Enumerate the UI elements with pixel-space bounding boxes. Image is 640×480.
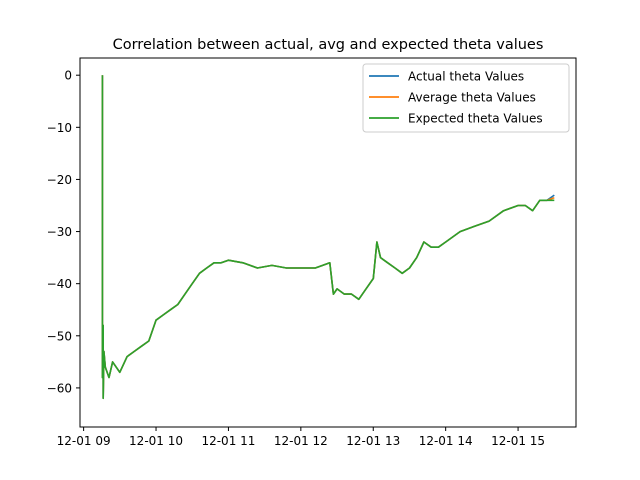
legend-items: Actual theta Values Average theta Values E… [369,70,543,126]
x-tick-label: 12-01 13 [346,434,400,448]
x-tick-label: 12-01 15 [491,434,545,448]
y-tick-label: −50 [47,329,72,343]
legend: Actual theta Values Average theta Values E… [362,63,570,133]
y-tick-label: −60 [47,381,72,395]
x-axis: 12-01 09 12-01 10 12-01 11 12-01 12 12-01 13… [57,427,545,448]
y-axis: 0 −10 −20 −30 −40 −50 −60 [47,69,80,395]
x-tick-label: 12-01 10 [129,434,183,448]
legend-label-2: Average theta Values [408,91,536,105]
plot-frame [79,57,577,428]
series-layer [101,75,555,400]
y-tick-label: −10 [47,121,72,135]
y-tick-label: 0 [64,69,72,83]
legend-box [362,63,570,133]
x-tick-label: 12-01 14 [419,434,473,448]
y-tick-label: −40 [47,277,72,291]
x-tick-label: 12-01 09 [57,434,111,448]
x-tick-label: 12-01 11 [201,434,255,448]
y-tick-label: −20 [47,173,72,187]
chart-title: Correlation between actual, avg and expe… [113,37,544,53]
legend-label-3: Expected theta Values [408,112,543,126]
series-line-3 [101,75,555,400]
y-tick-label: −30 [47,225,72,239]
x-tick-label: 12-01 12 [274,434,328,448]
legend-label-1: Actual theta Values [408,70,524,84]
